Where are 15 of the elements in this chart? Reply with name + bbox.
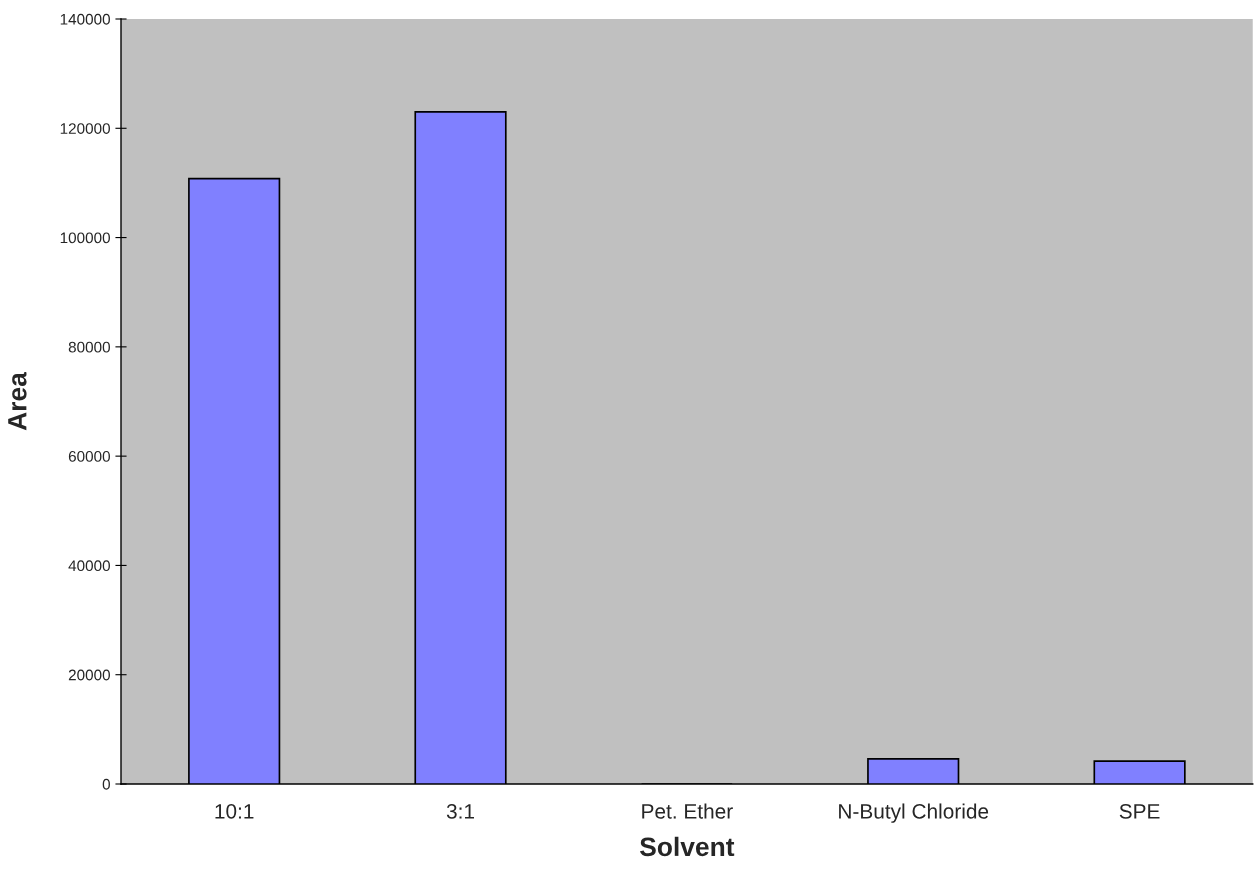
y-axis-title: Area — [8, 371, 27, 431]
y-tick-label: 0 — [102, 778, 110, 790]
y-tick-label: 100000 — [60, 232, 110, 244]
y-tick-label: 60000 — [68, 451, 110, 462]
x-tick-label: 3:1 — [446, 803, 474, 819]
y-tick-label: 20000 — [68, 669, 110, 681]
y-tick-label: 40000 — [68, 560, 110, 572]
y-tick-label: 120000 — [60, 123, 110, 134]
x-tick-label: SPE — [1119, 803, 1160, 819]
x-tick-label: N-Butyl Chloride — [839, 803, 989, 823]
x-tick-label: 10:1 — [215, 803, 254, 819]
y-tick-label: 80000 — [68, 341, 110, 353]
x-tick-label: Pet. Ether — [642, 803, 733, 819]
y-tick-label: 140000 — [60, 13, 110, 25]
x-axis-title: Solvent — [639, 836, 735, 857]
